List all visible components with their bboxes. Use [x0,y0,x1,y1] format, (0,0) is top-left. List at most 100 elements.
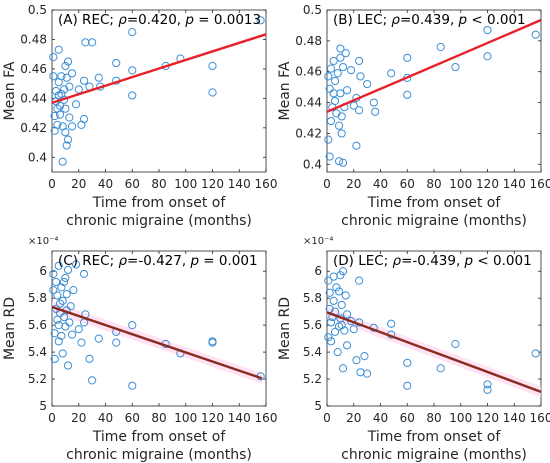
panel-d-data-point [349,325,358,334]
panel-a-data-point [63,57,73,66]
panel-a-data-point [88,38,97,47]
panel-b-title-title-rho-symbol: ρ [391,12,400,28]
panel-d-y-tick-label: 5.4 [303,345,322,359]
panel-b-data-point [326,116,336,126]
panel-a-data-point [128,66,137,75]
panel-d-data-point [329,296,338,305]
panel-b-data-point [337,112,346,121]
panel-b-data-point [330,96,340,106]
panel-a-data-point [67,69,77,78]
panel-d-title-title-p-symbol: p [464,253,474,269]
panel-d-data-point [531,349,540,358]
panel-c-x-tick-label: 0 [48,411,56,425]
panel-a-title-title-prefix: (A) REC; [58,12,118,28]
panel-a-plot-area [51,9,267,173]
panel-a-fit-line [51,33,267,104]
panel-b-data-point [324,72,333,81]
panel-c-data-point [49,269,58,279]
panel-d-data-point [332,283,341,292]
panel-b-data-point [436,42,445,52]
panel-c-data-point [69,285,78,295]
panel-d-data-point [337,321,346,330]
panel-a-x-tick-label: 20 [71,177,86,191]
panel-a-title-title-rho-text: =0.420, [127,12,186,28]
panel-c-x-tick-label: 100 [174,411,197,425]
panel-c-x-tick-label: 140 [228,411,251,425]
panel-c-data-point [57,331,66,341]
panel-b-data-point [334,157,344,166]
panel-a-y-tick-label: 0.48 [20,32,47,46]
panel-c-x-tick-label: 40 [98,411,113,425]
panel-c-data-point [63,361,73,370]
panel-a-data-point [80,114,89,124]
panel-c-data-point [62,290,71,299]
panel-d-y-axis-label: Mean RD [277,297,293,360]
panel-d-data-point [355,276,364,285]
panel-b-x-tick-label: 160 [530,177,550,191]
panel-d: 0 20 40 60 80 100 120 140 160 5 5.2 5.4 5.6 5.8 6 (D) L… [277,236,550,463]
panel-a-y-tick-label: 0.42 [20,121,47,135]
panel-b-data-point [531,30,540,39]
panel-c-data-point [59,277,69,287]
panel-a-data-point [53,120,62,129]
panel-c-data-point [59,312,69,322]
panel-b-data-point [337,129,346,138]
panel-b-title-title-p-symbol: p [458,12,468,28]
panel-d-title-title-rho-symbol: ρ [393,253,402,269]
panel-c-exponent-label: ×10⁻⁴ [28,236,58,247]
panel-a-x-tick-label: 0 [48,177,56,191]
panel-d-data-point [342,310,352,319]
panel-c-title-title-p-symbol: p [189,253,199,269]
panel-b-data-point [341,49,350,58]
panel-d-data-point [436,364,445,373]
panel-a-x-tick-label: 140 [228,177,251,191]
panel-b-data-point [324,135,333,144]
panel-d-data-point [324,333,333,342]
panel-a-x-tick-label: 40 [98,177,113,191]
panel-d-data-point [338,267,348,276]
panel-d-data-point [325,288,334,297]
panel-b-data-point [451,62,460,72]
panel-d-data-point [403,358,412,367]
panel-b-data-point [336,89,345,98]
panel-d-data-point [387,319,396,328]
panel-d-data-point [483,380,492,389]
panel-c-data-point [53,291,62,300]
panel-c-data-point [61,273,70,283]
panel-a-title-title-p-text: = 0.0013 [194,12,261,28]
panel-a-data-point [65,113,74,122]
panel-a-x-tick-label: 60 [125,177,140,191]
panel-b-title: (B) LEC; ρ=0.439, p < 0.001 [333,12,526,28]
panel-b-x-tick-label: 140 [503,177,526,191]
panel-c-data-point [67,330,77,339]
panel-b-data-point [329,89,338,98]
panel-c-title-title-prefix: (C) REC; [58,253,118,269]
panel-b-data-point [325,152,334,161]
panel-a-data-point [94,73,103,82]
panel-b-x-tick-label: 0 [323,177,331,191]
panel-c-x-axis-label-line2: chronic migraine (months) [66,447,252,463]
panel-b-data-point [369,98,378,107]
panel-c-data-point [63,265,73,274]
panel-d-y-tick-label: 5 [314,399,322,413]
panel-a-data-point [62,73,71,82]
panel-c-data-point [208,338,217,347]
panel-c-data-point [58,349,67,358]
panel-a-data-point [80,76,89,85]
panel-c-data-point [85,354,94,363]
panel-b-data-point [330,76,340,86]
panel-a-data-point [65,82,74,91]
panel-c-x-tick-label: 60 [125,411,140,425]
panel-b-data-point [403,53,412,62]
panel-b-plot-area [326,9,542,173]
panel-b-y-tick-label: 0.44 [295,96,322,110]
panel-d-x-tick-label: 140 [503,411,526,425]
panel-a-data-point [55,110,65,119]
panel-c-data-point [66,302,75,311]
panel-a-data-point [128,27,137,37]
panel-b-fit-line [326,18,542,113]
panel-c-title-title-p-text: = 0.001 [199,253,258,269]
panel-a-data-point [61,104,70,113]
panel-a-data-point [81,38,90,47]
panel-d-x-tick-label: 100 [449,411,472,425]
